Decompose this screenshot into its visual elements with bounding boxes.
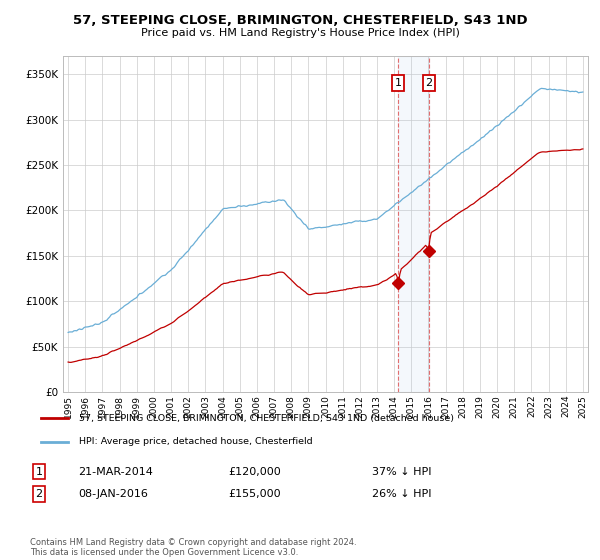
Text: 2: 2 — [425, 78, 433, 88]
Text: £120,000: £120,000 — [228, 466, 281, 477]
Text: 26% ↓ HPI: 26% ↓ HPI — [372, 489, 431, 499]
Text: 37% ↓ HPI: 37% ↓ HPI — [372, 466, 431, 477]
Text: 1: 1 — [394, 78, 401, 88]
Bar — [398, 56, 429, 392]
Text: 57, STEEPING CLOSE, BRIMINGTON, CHESTERFIELD, S43 1ND (detached house): 57, STEEPING CLOSE, BRIMINGTON, CHESTERF… — [79, 414, 454, 423]
Text: HPI: Average price, detached house, Chesterfield: HPI: Average price, detached house, Ches… — [79, 437, 312, 446]
Text: 57, STEEPING CLOSE, BRIMINGTON, CHESTERFIELD, S43 1ND: 57, STEEPING CLOSE, BRIMINGTON, CHESTERF… — [73, 14, 527, 27]
Text: 21-MAR-2014: 21-MAR-2014 — [78, 466, 153, 477]
Text: Contains HM Land Registry data © Crown copyright and database right 2024.
This d: Contains HM Land Registry data © Crown c… — [30, 538, 356, 557]
Text: 1: 1 — [35, 466, 43, 477]
Text: 2: 2 — [35, 489, 43, 499]
Text: £155,000: £155,000 — [228, 489, 281, 499]
Text: Price paid vs. HM Land Registry's House Price Index (HPI): Price paid vs. HM Land Registry's House … — [140, 28, 460, 38]
Text: 08-JAN-2016: 08-JAN-2016 — [78, 489, 148, 499]
